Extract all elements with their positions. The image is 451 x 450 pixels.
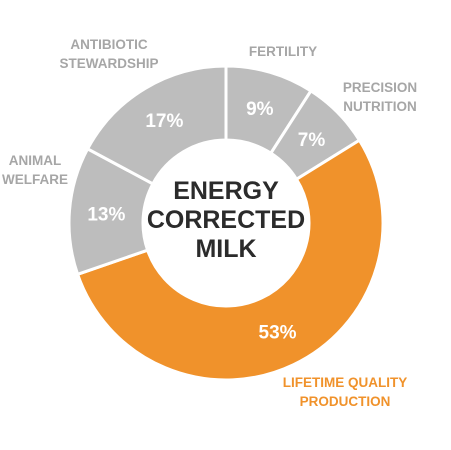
slice-category-label: ANTIBIOTIC — [70, 37, 147, 52]
slice-category-label: STEWARDSHIP — [59, 56, 158, 71]
slice-percent-label: 17% — [145, 111, 183, 132]
slice-category-label: ANIMAL — [9, 153, 62, 168]
category-labels: FERTILITY PRECISION NUTRITION LIFETIME QUAL… — [2, 37, 417, 409]
slice-category-label: LIFETIME QUALITY — [283, 375, 408, 390]
center-label: ENERGY CORRECTED MILK — [147, 177, 305, 263]
slice-category-label: WELFARE — [2, 172, 68, 187]
slice-category-label: PRECISION — [343, 80, 417, 95]
slice-category-label: NUTRITION — [343, 99, 417, 114]
donut-slice — [75, 138, 385, 382]
slice-percent-label: 7% — [298, 130, 326, 151]
donut-slice — [85, 64, 228, 186]
center-label-line-3: MILK — [195, 235, 256, 263]
center-label-line-2: CORRECTED — [147, 206, 305, 234]
slice-category-label: FERTILITY — [249, 44, 317, 59]
percent-labels: 9% 7% 53% 13% 17% — [87, 99, 325, 343]
donut-slices — [67, 64, 385, 382]
slice-category-label: PRODUCTION — [300, 394, 391, 409]
slice-percent-label: 13% — [87, 204, 125, 225]
slice-percent-label: 53% — [259, 322, 297, 343]
center-label-line-1: ENERGY — [173, 177, 279, 205]
slice-percent-label: 9% — [246, 99, 274, 120]
